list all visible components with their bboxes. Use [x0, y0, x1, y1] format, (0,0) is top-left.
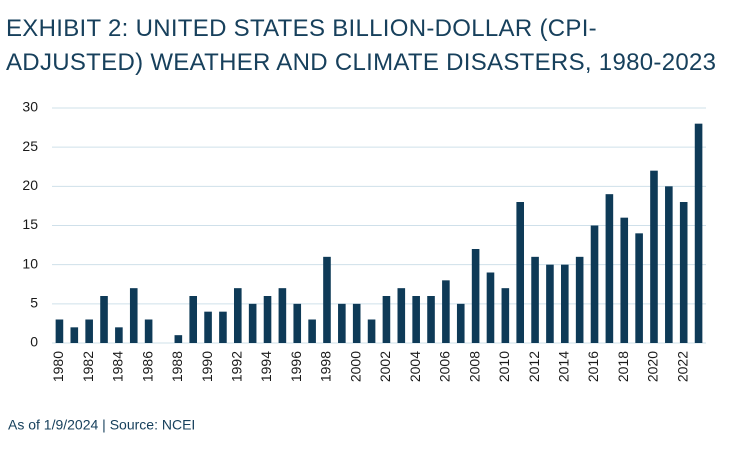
- x-tick-label: 2022: [674, 351, 690, 382]
- x-tick-label: 2006: [437, 351, 453, 382]
- bar: [100, 296, 108, 343]
- x-tick-label: 1992: [228, 351, 244, 382]
- x-tick-label: 1990: [199, 351, 215, 382]
- bar: [501, 288, 510, 343]
- bar: [427, 296, 435, 343]
- bar: [204, 311, 212, 343]
- y-tick-label: 10: [22, 255, 38, 271]
- x-tick-label: 2008: [466, 351, 482, 382]
- x-tick-label: 2020: [645, 351, 661, 382]
- bar: [338, 303, 346, 343]
- y-tick-label: 20: [22, 177, 38, 193]
- bar: [412, 296, 420, 343]
- bar: [308, 319, 316, 343]
- bar: [174, 335, 183, 343]
- bar: [590, 225, 599, 343]
- x-tick-label: 2010: [496, 351, 512, 382]
- bar: [442, 280, 450, 343]
- bar: [144, 319, 153, 343]
- bar: [546, 264, 554, 343]
- x-tick-label: 1988: [169, 351, 185, 382]
- bar: [397, 288, 406, 343]
- bar: [516, 202, 525, 343]
- bar: [263, 296, 272, 343]
- x-tick-label: 2004: [407, 351, 423, 382]
- y-tick-label: 0: [30, 334, 38, 350]
- bar: [278, 288, 287, 343]
- bar: [352, 303, 361, 343]
- bar: [694, 123, 703, 344]
- x-tick-label: 1982: [80, 351, 96, 382]
- bar: [85, 319, 93, 343]
- x-tick-label: 2018: [615, 351, 631, 382]
- bar: [323, 256, 331, 343]
- bar: [233, 288, 242, 343]
- bar: [367, 319, 376, 343]
- bar: [129, 288, 138, 343]
- x-tick-label: 1986: [139, 351, 155, 382]
- bar: [605, 194, 614, 343]
- x-tick-label: 1998: [318, 351, 334, 382]
- bar: [679, 202, 688, 343]
- bar: [55, 319, 64, 343]
- bar: [456, 303, 465, 343]
- y-tick-label: 30: [22, 99, 38, 115]
- bar: [531, 256, 539, 343]
- bar: [382, 296, 391, 343]
- x-tick-label: 2012: [526, 351, 542, 382]
- x-tick-label: 1980: [50, 351, 66, 382]
- bar: [575, 256, 584, 343]
- bar: [293, 303, 302, 343]
- x-tick-label: 2002: [377, 351, 393, 382]
- bar: [471, 249, 480, 343]
- x-tick-label: 2016: [585, 351, 601, 382]
- chart-title: ADJUSTED) WEATHER AND CLIMATE DISASTERS,…: [6, 49, 716, 76]
- bar: [219, 311, 227, 343]
- y-tick-label: 25: [22, 138, 38, 154]
- bar: [115, 327, 123, 343]
- bar: [560, 264, 569, 343]
- source-note: As of 1/9/2024 | Source: NCEI: [8, 417, 195, 433]
- y-tick-label: 15: [22, 216, 38, 232]
- bar: [70, 327, 79, 343]
- bar: [650, 170, 658, 343]
- y-tick-label: 5: [30, 295, 38, 311]
- x-tick-label: 1984: [110, 351, 126, 382]
- chart-title: EXHIBIT 2: UNITED STATES BILLION-DOLLAR …: [6, 15, 597, 42]
- x-tick-label: 2014: [555, 351, 571, 382]
- x-tick-label: 1994: [258, 351, 274, 382]
- bar: [486, 272, 495, 343]
- bar: [665, 186, 673, 343]
- bar: [189, 296, 198, 343]
- bar: [635, 233, 643, 343]
- x-tick-label: 2000: [347, 351, 363, 382]
- bar: [620, 217, 629, 343]
- x-tick-label: 1996: [288, 351, 304, 382]
- bar: [248, 303, 257, 343]
